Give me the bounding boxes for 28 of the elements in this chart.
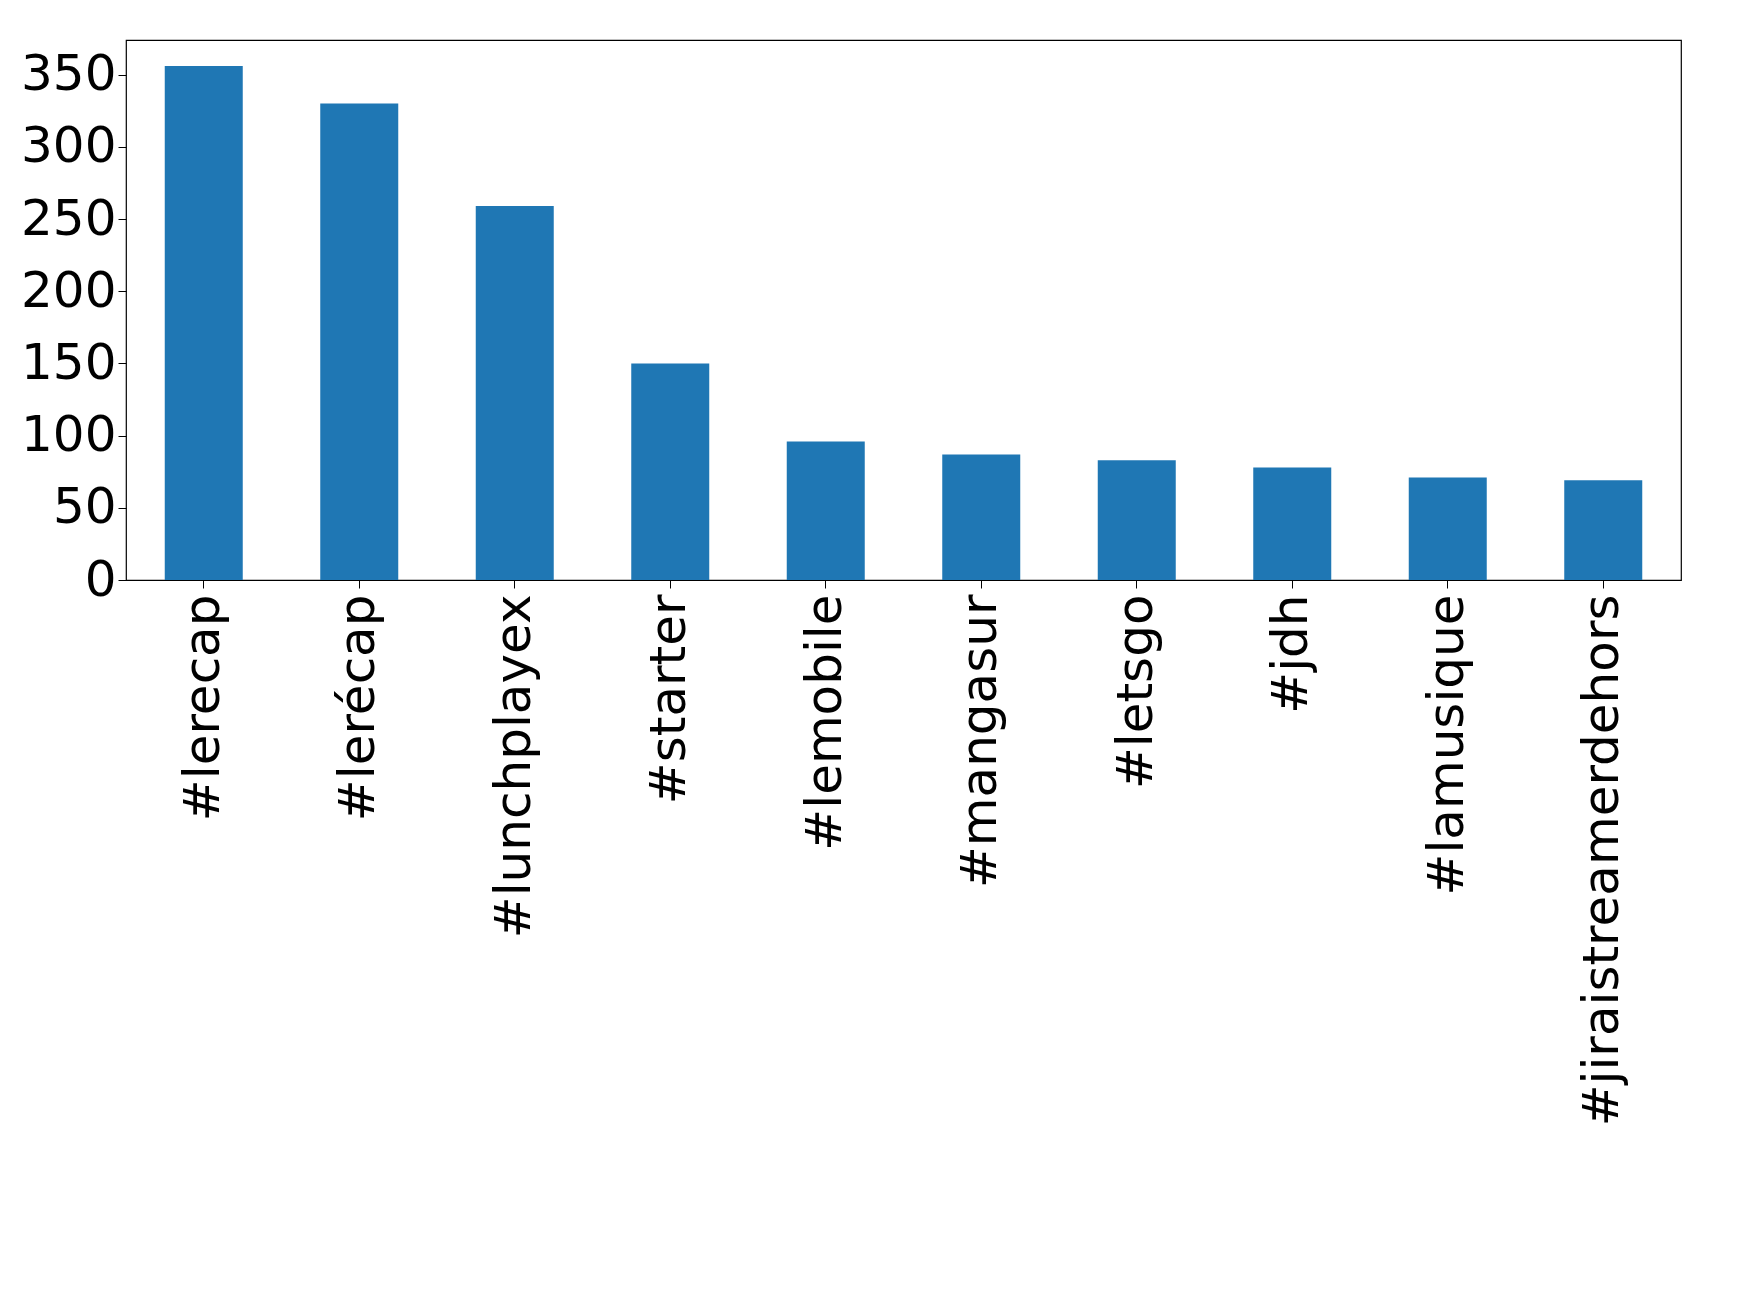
x-tick-label: #lemobile (794, 594, 853, 851)
x-tick-label: #lerecap (172, 594, 231, 822)
bar (1564, 480, 1643, 580)
x-tick-label: #mangasur (950, 594, 1009, 889)
bar (1408, 477, 1487, 580)
y-tick-label: 250 (21, 188, 117, 247)
y-tick-label: 300 (21, 116, 117, 175)
bar (1253, 467, 1332, 580)
x-tick-label: #jiraistreamerdehors (1572, 594, 1631, 1127)
y-tick-label: 200 (21, 260, 117, 319)
y-tick-label: 0 (84, 549, 117, 608)
y-tick-label: 350 (21, 44, 117, 103)
x-tick-label: #lunchplayex (483, 594, 542, 939)
bar (1097, 460, 1176, 580)
y-tick-label: 100 (21, 405, 117, 464)
bar (631, 363, 710, 580)
x-tick-label: #letsgo (1105, 594, 1164, 790)
bar (786, 441, 865, 580)
y-tick-label: 150 (21, 332, 117, 391)
x-tick-label: #jdh (1261, 594, 1320, 714)
bar (942, 454, 1021, 580)
x-tick-label: #lamusique (1416, 594, 1475, 896)
bar (475, 206, 554, 580)
bar (320, 103, 399, 580)
x-tick-label: #starter (639, 594, 698, 805)
bar (164, 65, 243, 580)
x-tick-label: #lerécap (328, 594, 387, 822)
y-tick-label: 50 (52, 477, 117, 536)
